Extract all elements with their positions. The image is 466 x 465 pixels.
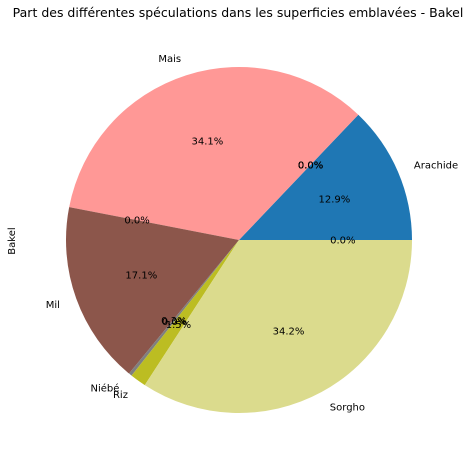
slice-label-sorgho: Sorgho <box>330 403 365 414</box>
slice-label-mais: Mais <box>158 54 181 65</box>
pie-labels: 12.9% Arachide 0.0% 0.0% 0.0% 34.1% Mais 0.0% 17… <box>46 54 458 414</box>
pie-slices <box>66 67 412 413</box>
pct-label-empty: 0.0% <box>124 216 149 227</box>
pie-slice-mais <box>69 67 359 240</box>
pct-label-empty: 0.0% <box>298 160 323 171</box>
pct-label-empty: 0.0% <box>298 160 323 171</box>
pie-slice-mil <box>66 207 240 374</box>
pct-label-empty: 0.0% <box>298 160 323 171</box>
chart-title: Part des différentes spéculations dans l… <box>13 5 464 20</box>
pie-slice-sorgho <box>144 240 412 413</box>
slice-label-mil: Mil <box>46 300 60 311</box>
pct-label-ni-b-: 0.3% <box>161 316 186 327</box>
pct-label-riz: 1.5% <box>166 320 191 331</box>
slice-label-ni-b-: Niébé <box>90 383 119 395</box>
pct-label-sorgho: 34.2% <box>273 327 305 338</box>
pct-label-mais: 34.1% <box>192 137 224 148</box>
slice-label-arachide: Arachide <box>414 161 458 172</box>
pct-label-mil: 17.1% <box>125 271 157 282</box>
slice-label-riz: Riz <box>113 390 128 401</box>
pie-slice-ni-b- <box>129 240 239 376</box>
pie-slice-riz <box>131 240 239 386</box>
y-axis-label: Bakel <box>7 227 18 254</box>
pct-label-arachide: 12.9% <box>319 195 351 206</box>
pct-label-empty: 0.0% <box>162 317 187 328</box>
pct-label-empty: 0.0% <box>330 236 355 247</box>
pie-slice-arachide <box>239 114 412 240</box>
